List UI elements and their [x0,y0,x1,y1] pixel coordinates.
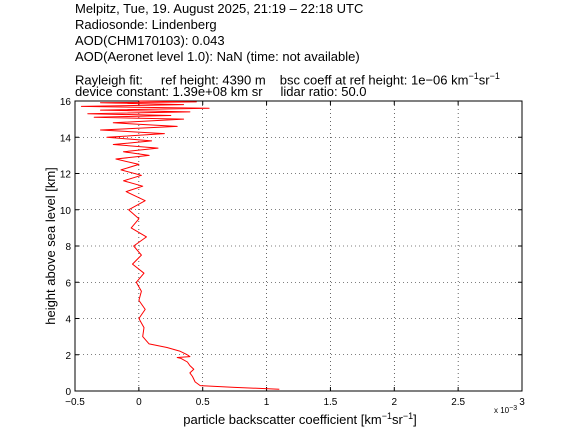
backscatter-profile-line [80,100,280,390]
x-axis-label: particle backscatter coefficient [km−1sr… [183,411,416,427]
y-tick-label: 2 [65,351,71,362]
y-tick-label: 8 [65,242,71,253]
grid [75,101,522,391]
x-exponent-label: x 10−3 [494,405,517,415]
x-axis-label-exp1: −1 [382,411,392,421]
title-location-time: Melpitz, Tue, 19. August 2025, 21:19 – 2… [75,1,364,16]
x-tick-label: 0.5 [196,397,210,408]
x-tick-label: 0 [136,397,142,408]
y-tick-label: 14 [60,133,72,144]
ref-height-label: ref height: 4390 m [160,72,266,88]
bsc-unit-sr: sr [478,72,490,88]
rayleigh-fit-line: Rayleigh fit: ref height: 4390 m bsc coeff… [75,68,500,88]
y-axis-label: height above sea level [km] [43,167,58,325]
y-tick-label: 12 [60,170,72,181]
device-constant-label: device constant: 1.39e+08 km sr [75,84,263,99]
y-tick-label: 16 [60,97,72,108]
plot-frame [74,100,523,392]
axis-ticks [74,100,523,392]
y-tick-label: 10 [60,206,72,217]
rayleigh-fit-label: Rayleigh fit: [75,72,143,88]
data-layer [80,100,280,390]
lidar-ratio-label: lidar ratio: 50.0 [280,84,367,99]
x-tick-label: 2 [392,397,398,408]
x-tick-label: 2.5 [451,397,465,408]
device-line: device constant: 1.39e+08 km sr lidar rat… [75,84,367,100]
x-exponent-base: x 10 [494,406,510,415]
x-axis-label-end: ] [413,412,417,427]
aod-aeronet-label: AOD(Aeronet level 1.0): NaN (time: not a… [75,49,360,64]
x-tick-label: 3 [519,397,525,408]
x-axis-label-exp2: −1 [403,411,413,421]
bsc-unit-exponent-1: −1 [468,71,479,81]
y-tick-label: 0 [65,387,71,398]
y-tick-label: 6 [65,278,71,289]
x-axis-label-sr: sr [392,412,404,427]
y-tick-label: 4 [65,315,71,326]
aod-chm-label: AOD(CHM170103): 0.043 [75,33,225,48]
x-tick-label: −0.5 [65,397,85,408]
bsc-unit-exponent-2: −1 [489,71,500,81]
x-tick-label: 1.5 [323,397,337,408]
bsc-coeff-label: bsc coeff at ref height: 1e−06 km [279,72,469,88]
x-tick-label: 1 [264,397,270,408]
radiosonde-label: Radiosonde: Lindenberg [75,17,217,32]
x-axis-label-main: particle backscatter coefficient [km [183,412,381,427]
x-exponent-power: −3 [509,405,517,412]
